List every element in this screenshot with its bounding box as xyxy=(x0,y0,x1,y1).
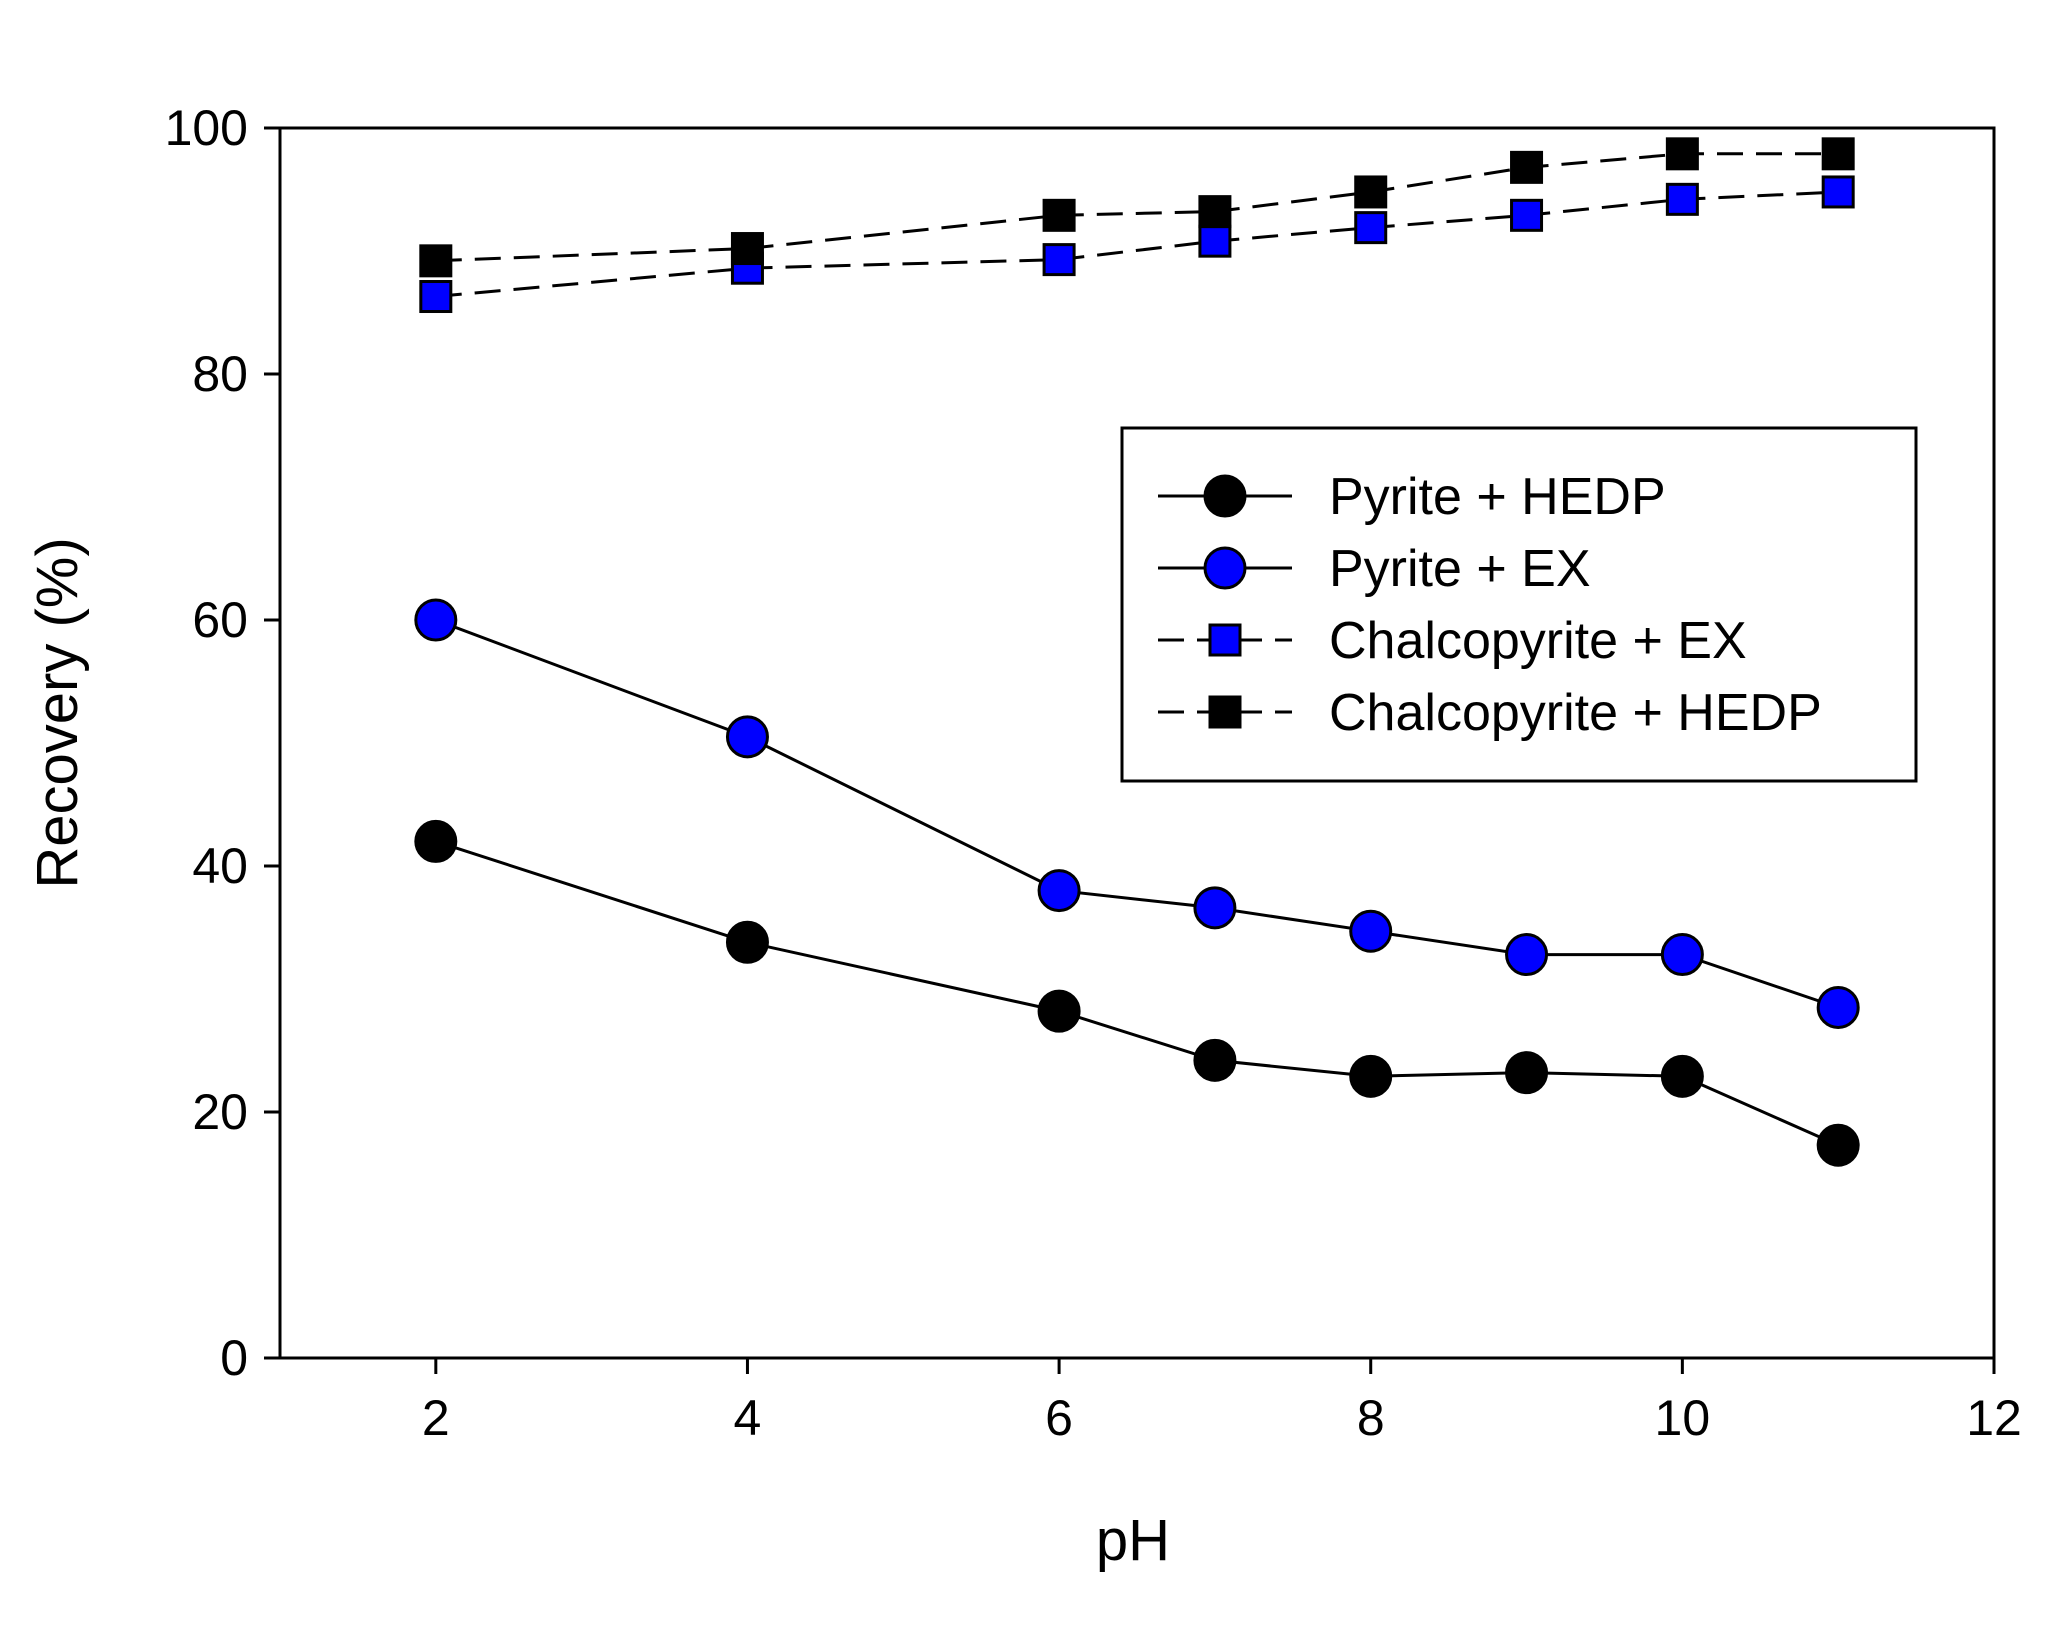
data-point xyxy=(1665,182,1699,216)
legend-label: Chalcopyrite + HEDP xyxy=(1329,684,1822,742)
data-point xyxy=(1821,137,1855,171)
legend-label: Chalcopyrite + EX xyxy=(1329,612,1747,670)
data-point xyxy=(1198,224,1232,258)
legend-marker xyxy=(1203,546,1247,590)
data-point xyxy=(1505,933,1549,977)
x-tick-label: 8 xyxy=(1357,1390,1385,1446)
x-tick-label: 6 xyxy=(1045,1390,1073,1446)
y-tick-label: 80 xyxy=(192,346,248,402)
data-point xyxy=(730,232,764,266)
series-chalcopyrite-hedp xyxy=(419,137,1855,278)
data-point xyxy=(1354,175,1388,209)
data-point xyxy=(1037,869,1081,913)
plot-frame xyxy=(278,126,1996,1360)
data-point xyxy=(414,598,458,642)
series-line xyxy=(435,190,1839,298)
y-tick-label: 100 xyxy=(165,100,248,156)
data-point xyxy=(1198,195,1232,229)
legend-item: Chalcopyrite + HEDP xyxy=(1158,684,1822,742)
x-tick-label: 12 xyxy=(1966,1390,2022,1446)
data-point xyxy=(419,244,453,278)
data-point xyxy=(1042,198,1076,232)
x-tick-label: 4 xyxy=(734,1390,762,1446)
legend-item: Pyrite + EX xyxy=(1158,540,1591,598)
legend-box xyxy=(1120,426,1918,783)
data-point xyxy=(1816,1123,1860,1167)
data-point xyxy=(1193,886,1237,930)
y-axis-title: Recovery (%) xyxy=(25,537,90,888)
data-point xyxy=(1510,198,1544,232)
axes: 0 20 40 60 80 100 2 4 6 8 10 12 pH Recovery (%) xyxy=(25,100,2022,1573)
series-pyrite-hedp xyxy=(414,819,1860,1167)
y-tick-label: 60 xyxy=(192,592,248,648)
data-point xyxy=(1354,211,1388,245)
data-point xyxy=(1037,989,1081,1033)
y-tick-label: 0 xyxy=(220,1330,248,1386)
data-point xyxy=(1821,175,1855,209)
data-point xyxy=(1665,137,1699,171)
legend-marker xyxy=(1203,474,1247,518)
data-point xyxy=(1349,909,1393,953)
x-axis-title: pH xyxy=(1096,1508,1170,1573)
data-point xyxy=(1816,985,1860,1029)
data-point xyxy=(1510,150,1544,184)
legend-label: Pyrite + HEDP xyxy=(1329,468,1666,526)
data-point xyxy=(414,819,458,863)
x-tick-label: 2 xyxy=(422,1390,450,1446)
x-tick-label: 10 xyxy=(1655,1390,1711,1446)
legend-marker xyxy=(1208,623,1242,657)
series-pyrite-ex xyxy=(414,598,1860,1029)
data-point xyxy=(1660,1054,1704,1098)
y-tick-label: 20 xyxy=(192,1084,248,1140)
data-point xyxy=(725,715,769,759)
data-point xyxy=(1660,933,1704,977)
series-line xyxy=(435,618,1839,1009)
legend-label: Pyrite + EX xyxy=(1329,540,1591,598)
legend-item: Chalcopyrite + EX xyxy=(1158,612,1747,670)
legend-item: Pyrite + HEDP xyxy=(1158,468,1666,526)
y-tick-label: 40 xyxy=(192,838,248,894)
legend-marker xyxy=(1208,695,1242,729)
data-point xyxy=(1042,243,1076,277)
series-line xyxy=(435,152,1839,263)
data-point xyxy=(1349,1054,1393,1098)
data-point xyxy=(725,920,769,964)
data-point xyxy=(1193,1038,1237,1082)
data-point xyxy=(419,280,453,314)
legend: Pyrite + HEDP Pyrite + EX Chalcopyrite + E… xyxy=(1120,426,1918,783)
series-layer xyxy=(414,137,1860,1167)
series-line xyxy=(435,839,1839,1147)
data-point xyxy=(1505,1051,1549,1095)
